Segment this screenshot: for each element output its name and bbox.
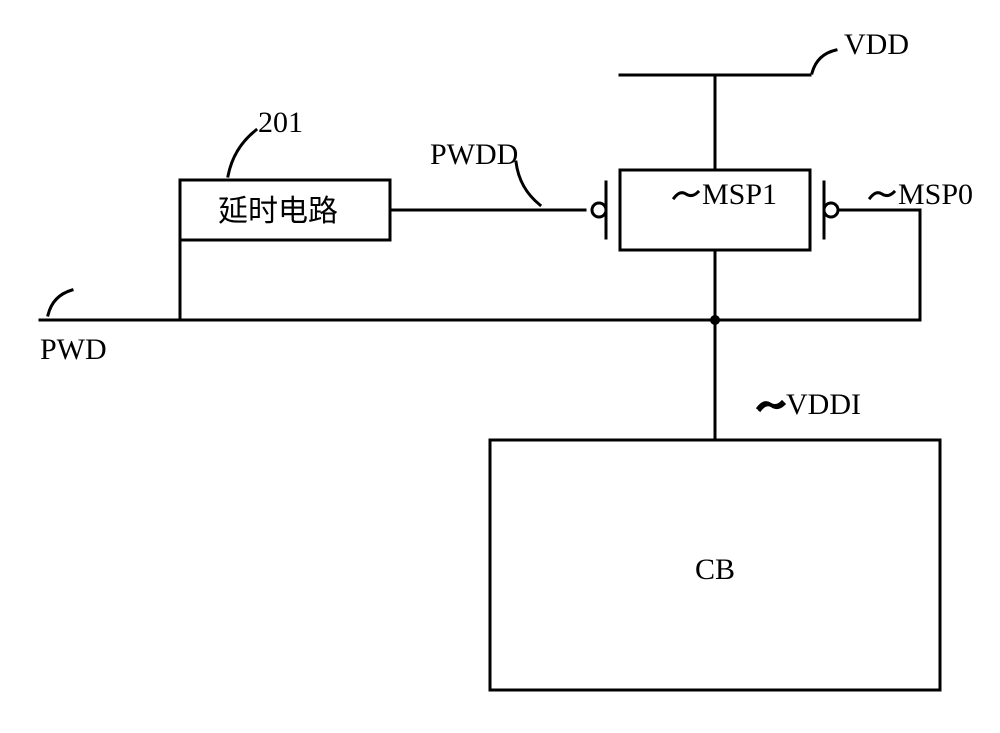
schematic-svg — [0, 0, 1000, 733]
label-msp0: MSP0 — [898, 180, 973, 210]
label-delay: 延时电路 — [218, 197, 338, 227]
label-pwd: PWD — [40, 335, 107, 365]
label-vdd: VDD — [844, 30, 909, 60]
diagram-root: PWD 201 延时电路 PWDD VDD MSP1 MSP0 VDDI CB — [0, 0, 1000, 733]
label-ref201: 201 — [258, 108, 303, 138]
label-vddi: VDDI — [786, 390, 861, 420]
label-cb: CB — [695, 555, 735, 585]
label-pwdd: PWDD — [430, 140, 518, 170]
label-msp1: MSP1 — [702, 180, 777, 210]
